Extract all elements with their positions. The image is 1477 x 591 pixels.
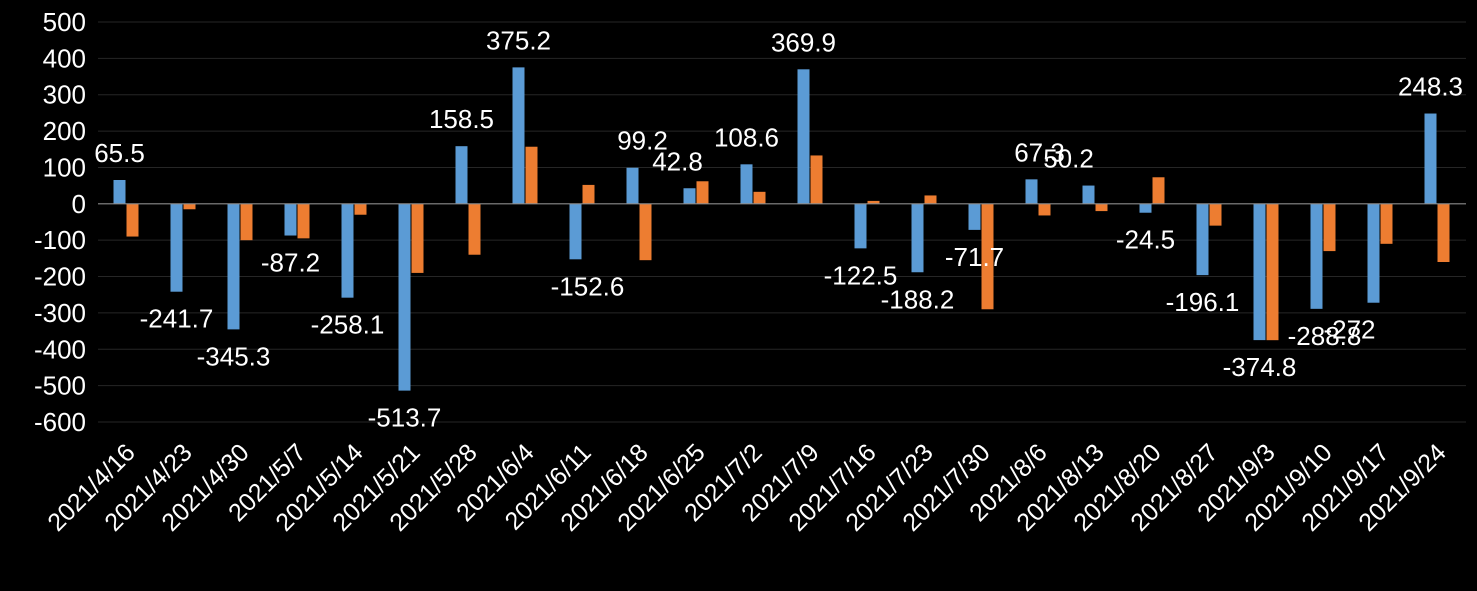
data-label: -122.5 (824, 260, 898, 290)
data-label: -345.3 (197, 341, 271, 371)
data-label: 67.3 (1014, 137, 1065, 167)
y-tick-label: 200 (43, 116, 86, 146)
bars (113, 67, 1450, 391)
bar-series2-2021/9/24 (1437, 203, 1450, 262)
bar-series1-2021/8/6 (1025, 179, 1038, 204)
x-axis: 2021/4/162021/4/232021/4/302021/5/72021/… (42, 438, 1452, 537)
bar-series1-2021/5/7 (284, 203, 297, 236)
bar-series2-2021/7/30 (981, 203, 994, 310)
bar-series2-2021/9/3 (1266, 203, 1279, 341)
bar-series2-2021/6/25 (696, 181, 709, 204)
data-label: 158.5 (429, 104, 494, 134)
bar-series1-2021/9/17 (1367, 203, 1380, 303)
bar-series2-2021/4/16 (126, 203, 139, 237)
bar-series2-2021/5/14 (354, 203, 367, 215)
data-label: 375.2 (486, 25, 551, 55)
bar-series1-2021/4/30 (227, 203, 240, 330)
bar-series2-2021/6/18 (639, 203, 652, 261)
bar-series2-2021/7/16 (867, 200, 880, 204)
data-label: 99.2 (617, 126, 668, 156)
bar-series2-2021/6/4 (525, 146, 538, 204)
bar-series1-2021/5/28 (455, 146, 468, 204)
bar-series2-2021/8/6 (1038, 203, 1051, 216)
bar-series1-2021/5/21 (398, 203, 411, 391)
bar-series2-2021/7/9 (810, 155, 823, 204)
bar-series1-2021/7/9 (797, 69, 810, 204)
y-tick-label: -100 (34, 225, 86, 255)
data-label: 65.5 (94, 138, 145, 168)
y-tick-label: -600 (34, 407, 86, 437)
data-label: -24.5 (1116, 225, 1175, 255)
data-label: 42.8 (652, 146, 703, 176)
data-label: -71.7 (945, 242, 1004, 272)
data-label: -188.2 (881, 284, 955, 314)
data-label: -241.7 (140, 304, 214, 334)
bar-series2-2021/6/11 (582, 184, 595, 204)
bar-series2-2021/4/30 (240, 203, 253, 241)
bar-series1-2021/9/24 (1424, 113, 1437, 204)
data-label: -272 (1323, 315, 1375, 345)
data-labels: 65.5 -241.7 -345.3 -87.2 -258.1 -513.7 158.5 37… (94, 25, 1463, 432)
y-tick-label: -500 (34, 371, 86, 401)
bar-series1-2021/6/11 (569, 203, 582, 260)
bar-series1-2021/6/18 (626, 167, 639, 204)
y-tick-label: 0 (72, 189, 86, 219)
bar-series1-2021/9/3 (1253, 203, 1266, 341)
y-tick-label: 100 (43, 152, 86, 182)
bar-series2-2021/5/7 (297, 203, 310, 239)
bar-series2-2021/5/21 (411, 203, 424, 273)
bar-series2-2021/7/23 (924, 195, 937, 204)
bar-series1-2021/7/2 (740, 164, 753, 204)
bar-series1-2021/7/16 (854, 203, 867, 249)
bar-series2-2021/9/10 (1323, 203, 1336, 252)
bar-series1-2021/8/27 (1196, 203, 1209, 276)
data-label: -374.8 (1223, 352, 1297, 382)
y-tick-label: 500 (43, 7, 86, 37)
y-tick-label: 400 (43, 43, 86, 73)
bar-series1-2021/4/16 (113, 180, 126, 204)
bar-series2-2021/7/2 (753, 191, 766, 204)
bar-series2-2021/5/28 (468, 203, 481, 255)
y-tick-label: 300 (43, 80, 86, 110)
bar-series1-2021/4/23 (170, 203, 183, 292)
data-label: -513.7 (368, 403, 442, 433)
data-label: -196.1 (1166, 287, 1240, 317)
bar-series1-2021/7/30 (968, 203, 981, 230)
gridlines (98, 21, 1466, 423)
data-label: -87.2 (261, 248, 320, 278)
data-label: 108.6 (714, 122, 779, 152)
data-label: 248.3 (1398, 72, 1463, 102)
bar-series2-2021/8/27 (1209, 203, 1222, 226)
bar-series1-2021/8/20 (1139, 203, 1152, 213)
bar-series1-2021/8/13 (1082, 185, 1095, 204)
bar-series2-2021/9/17 (1380, 203, 1393, 244)
bar-series2-2021/8/13 (1095, 203, 1108, 212)
bar-series2-2021/4/23 (183, 203, 196, 210)
y-tick-label: -400 (34, 334, 86, 364)
bar-series1-2021/9/10 (1310, 203, 1323, 309)
data-label: -152.6 (551, 271, 625, 301)
y-axis: 500 400 300 200 100 0 -100 -200 -300 -400 -500 -600 (34, 7, 86, 437)
data-label: 369.9 (771, 27, 836, 57)
data-label: 50.2 (1043, 144, 1094, 174)
bar-series1-2021/7/23 (911, 203, 924, 273)
y-tick-label: -200 (34, 262, 86, 292)
bar-series1-2021/5/14 (341, 203, 354, 298)
data-label: -258.1 (311, 310, 385, 340)
bar-series2-2021/8/20 (1152, 177, 1165, 204)
bar-series1-2021/6/25 (683, 188, 696, 204)
y-tick-label: -300 (34, 298, 86, 328)
bar-series1-2021/6/4 (512, 67, 525, 204)
data-label: -288.8 (1288, 321, 1362, 351)
